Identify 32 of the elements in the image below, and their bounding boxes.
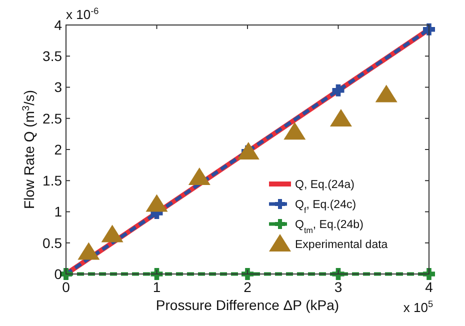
y-tick-label: 0.5 (42, 234, 62, 251)
text: x 10$^{-6}$ (66, 6, 99, 22)
point (146, 194, 168, 212)
point (332, 84, 344, 96)
y-tick-label: 1.5 (42, 172, 62, 189)
x-tick-label: 2 (244, 279, 252, 295)
y-tick-label: 3.5 (42, 48, 62, 64)
point (423, 23, 435, 36)
y-tick-label: 1 (54, 204, 62, 220)
x-tick-label: 3 (334, 279, 342, 295)
point (330, 108, 352, 126)
y-tick-label: 3 (54, 79, 62, 96)
legend-label: Q, Eq.(24a) (295, 179, 355, 192)
point (78, 242, 100, 260)
x-tick-label: 4 (425, 279, 434, 295)
point (375, 84, 398, 102)
y-tick-label: 2.5 (42, 110, 62, 126)
point (188, 168, 210, 186)
point (237, 142, 260, 160)
point (284, 122, 306, 140)
legend-label: Q$_{f}$, Eq.(24c) (295, 199, 356, 215)
point (423, 268, 435, 280)
y-tick-label: 4 (54, 16, 62, 33)
y-tick-label: 0 (54, 266, 62, 282)
y-tick-label: 2 (54, 141, 62, 158)
legend-label: Experimental data (295, 239, 388, 252)
text: x 10$^{5}$ (403, 299, 433, 315)
point (242, 268, 254, 280)
legend-label: Q$_{tm}$, Eq.(24b) (295, 219, 364, 235)
x-tick-label: 1 (152, 279, 161, 295)
point (101, 224, 124, 242)
x-axis-title: Prossure Difference ΔP (kPa) (156, 297, 340, 313)
